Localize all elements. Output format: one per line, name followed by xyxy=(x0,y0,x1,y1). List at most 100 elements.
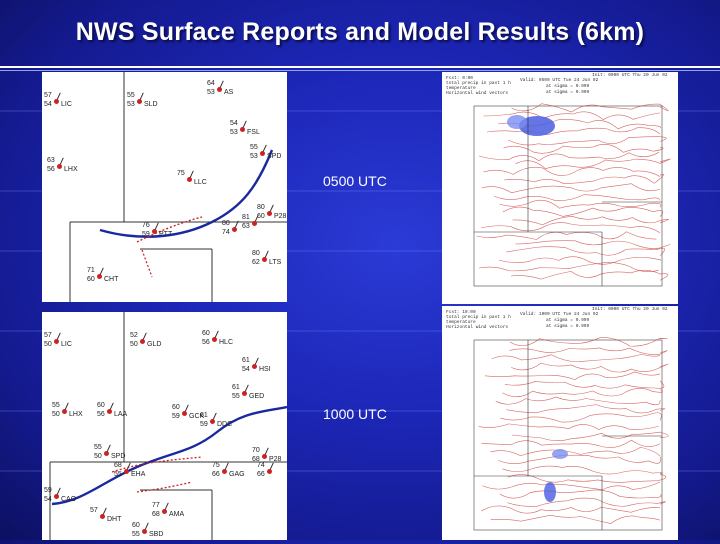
station-temp: 64 xyxy=(207,80,215,87)
temperature-contour xyxy=(515,240,671,249)
station-temp: 76 xyxy=(142,222,150,229)
station-dewpoint: 50 xyxy=(130,341,138,348)
obs0500-station-cht: 71 60 CHT xyxy=(87,267,123,289)
temperature-contour xyxy=(499,199,662,209)
temperature-contour xyxy=(503,144,664,154)
obs1000-station-eha: 68 55 EHA xyxy=(114,462,150,484)
temperature-contour xyxy=(509,347,668,355)
obs0500-station-p28: 80 60 P28 xyxy=(257,204,293,226)
station-temp: 60 xyxy=(172,404,180,411)
station-id: HSI xyxy=(259,366,271,373)
station-temp: 54 xyxy=(230,120,238,127)
temperature-contour xyxy=(508,136,667,146)
obs1000-station-laa: 60 56 LAA xyxy=(97,402,133,424)
temperature-contour xyxy=(498,454,661,464)
station-temp: 57 xyxy=(90,507,98,514)
time-label-0500: 0500 UTC xyxy=(323,173,387,189)
station-temp: 52 xyxy=(130,332,138,339)
temperature-contour xyxy=(484,371,661,380)
station-id: GAG xyxy=(229,471,245,478)
temperature-contour xyxy=(481,183,661,194)
station-dot xyxy=(142,529,147,534)
station-dewpoint: 60 xyxy=(257,213,265,220)
temperature-contour xyxy=(476,231,657,240)
station-dewpoint: 54 xyxy=(44,101,52,108)
station-dewpoint: 50 xyxy=(94,453,102,460)
station-id: SPD xyxy=(267,153,282,160)
station-dewpoint: 50 xyxy=(44,341,52,348)
temperature-contour xyxy=(478,151,660,162)
temperature-contour xyxy=(506,404,666,414)
obs0500-station-lts: 80 62 LTS xyxy=(252,250,288,272)
model-0500-valid: Valid: 0500 UTC Tue 24 Jun 02 xyxy=(520,77,599,83)
model-0500-hdr2: temperature xyxy=(446,85,476,91)
station-dot xyxy=(262,257,267,262)
station-temp: 55 xyxy=(127,92,135,99)
model-1000-init: Init: 0000 UTC Thu 20 Jun 02 xyxy=(592,306,668,312)
obs0500-station-pt8: 81 63 xyxy=(242,214,278,236)
temperature-contour xyxy=(482,481,661,491)
station-temp: 74 xyxy=(257,462,265,469)
station-temp: 61 xyxy=(242,357,250,364)
station-dot xyxy=(162,509,167,514)
temperature-contour xyxy=(483,111,661,121)
slide-title: NWS Surface Reports and Model Results (6… xyxy=(75,18,645,46)
station-dot xyxy=(187,177,192,182)
station-temp: 70 xyxy=(252,447,260,454)
station-id: AS xyxy=(224,89,234,96)
station-id: PTT xyxy=(159,231,173,238)
temperature-contour xyxy=(500,412,662,423)
temperature-contour xyxy=(481,505,661,514)
station-dewpoint: 55 xyxy=(232,393,240,400)
station-dot xyxy=(232,227,237,232)
temperature-contour xyxy=(510,269,669,281)
obs0500-station-pt9: 80 74 xyxy=(222,220,258,242)
station-dot xyxy=(212,337,217,342)
surface-obs-map-0500 xyxy=(42,72,287,302)
station-id: LLC xyxy=(194,179,207,186)
station-dot xyxy=(54,99,59,104)
station-dot xyxy=(57,164,62,169)
obs0500-station-fsl: 54 53 FSL xyxy=(230,120,266,142)
obs0500-station-lhx: 63 56 LHX xyxy=(47,157,83,179)
station-dot xyxy=(124,469,129,474)
temperature-contour xyxy=(478,423,659,430)
station-dot xyxy=(222,469,227,474)
station-id: CHT xyxy=(104,276,119,283)
station-id: AMA xyxy=(169,511,185,518)
station-dewpoint: 56 xyxy=(202,339,210,346)
temperature-contour xyxy=(507,497,666,507)
obs1000-station-p28: 70 68 P28 xyxy=(252,447,288,469)
station-temp: 61 xyxy=(232,384,240,391)
temperature-contour xyxy=(504,174,664,185)
station-id: LIC xyxy=(61,101,72,108)
station-dewpoint: 66 xyxy=(257,471,265,478)
station-dewpoint: 53 xyxy=(207,89,215,96)
station-temp: 61 xyxy=(200,412,208,419)
station-dewpoint: 68 xyxy=(252,456,260,463)
temperature-contour xyxy=(481,439,661,448)
station-id: P28 xyxy=(269,456,282,463)
station-dot xyxy=(267,469,272,474)
title-rule-thin xyxy=(0,70,720,71)
station-temp: 55 xyxy=(94,444,102,451)
station-id: DDC xyxy=(217,421,233,428)
station-temp: 80 xyxy=(222,220,230,227)
model-1000-hdr1: total precip in past 1 h xyxy=(446,314,511,320)
station-dot xyxy=(240,127,245,132)
temperature-contour xyxy=(504,380,665,389)
obs0500-station-as: 64 53 AS xyxy=(207,80,243,102)
station-dewpoint: 55 xyxy=(114,471,122,478)
station-id: LAA xyxy=(114,411,128,418)
model-0500-plot-area xyxy=(473,103,671,287)
station-temp: 60 xyxy=(132,522,140,529)
station-id: LIC xyxy=(61,341,72,348)
model-panel-0500: Fcst: 0:00 total precip in past 1 h temp… xyxy=(442,72,678,304)
station-id: SPD xyxy=(111,453,126,460)
obs0500-station-ptt: 76 59 PTT xyxy=(142,222,178,244)
obs1000-station-gck: 60 59 GCK xyxy=(172,404,208,426)
station-dewpoint: 59 xyxy=(200,421,208,428)
temperature-contour xyxy=(493,194,661,201)
station-dot xyxy=(62,409,67,414)
station-dot xyxy=(182,411,187,416)
